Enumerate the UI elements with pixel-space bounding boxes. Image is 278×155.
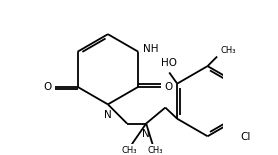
Text: CH₃: CH₃ bbox=[220, 46, 236, 55]
Text: N: N bbox=[104, 110, 112, 120]
Text: O: O bbox=[165, 82, 173, 92]
Text: Cl: Cl bbox=[241, 132, 251, 142]
Text: CH₃: CH₃ bbox=[147, 146, 163, 155]
Text: N: N bbox=[142, 129, 150, 139]
Text: HO: HO bbox=[161, 58, 177, 69]
Text: NH: NH bbox=[143, 44, 158, 54]
Text: O: O bbox=[43, 82, 51, 92]
Text: CH₃: CH₃ bbox=[122, 146, 137, 155]
